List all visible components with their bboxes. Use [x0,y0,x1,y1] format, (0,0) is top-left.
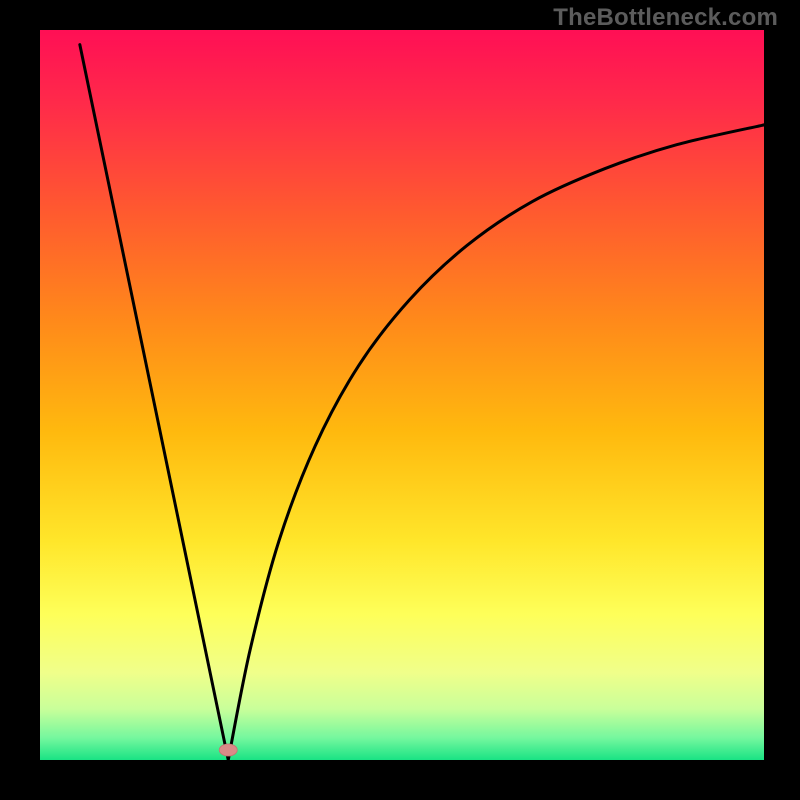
watermark-text: TheBottleneck.com [553,4,778,32]
bottleneck-curve-chart [40,30,764,760]
curve-path [80,45,764,760]
minimum-marker [219,744,237,756]
